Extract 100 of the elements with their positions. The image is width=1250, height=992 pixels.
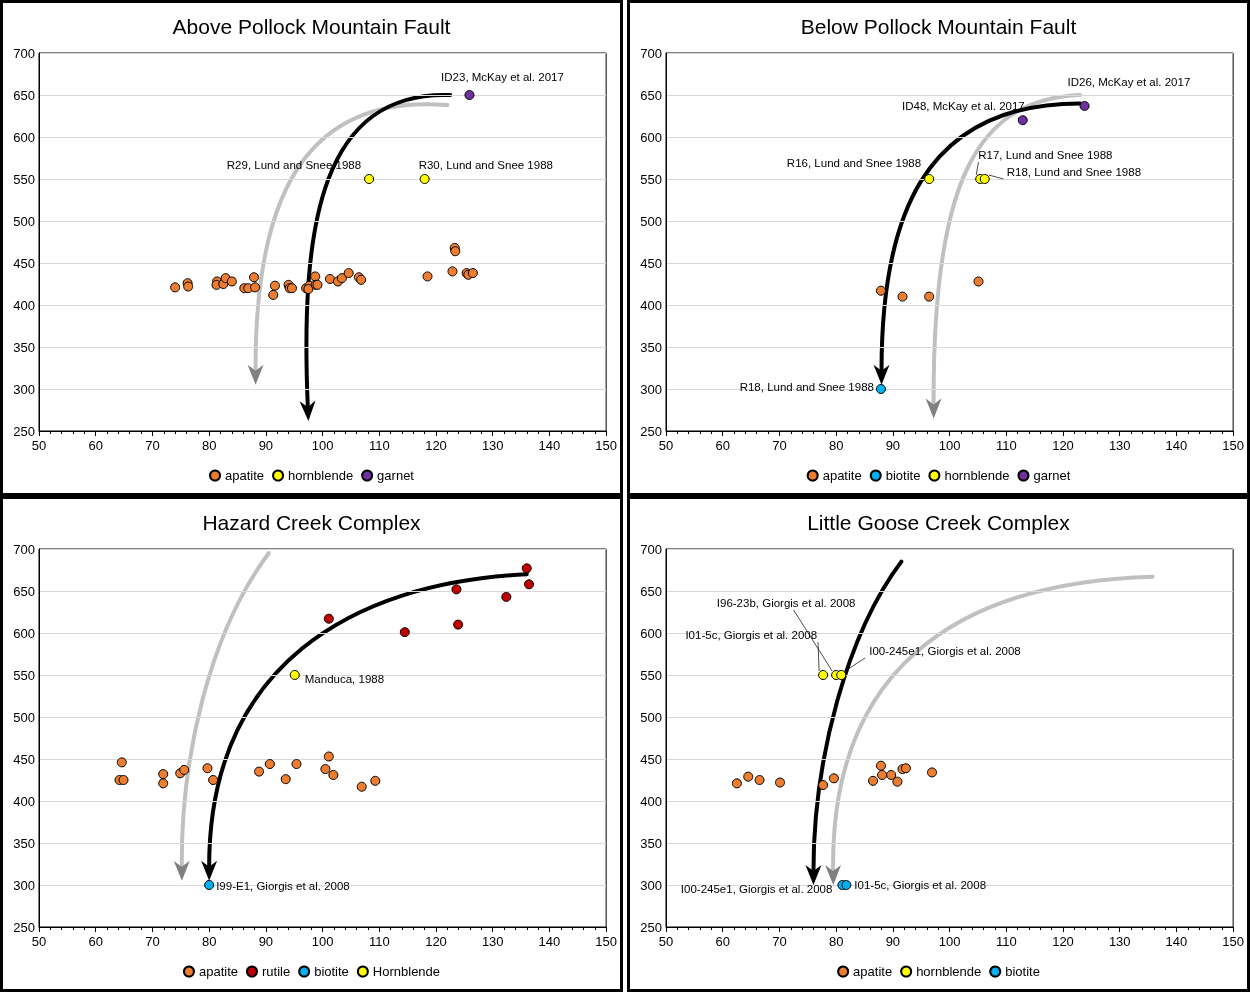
y-tick-label: 650 (640, 87, 662, 103)
y-tick-label: 500 (640, 213, 662, 229)
y-tick-label: 400 (13, 793, 35, 809)
y-tick-label: 650 (13, 583, 35, 599)
x-tick-label: 140 (1165, 438, 1188, 453)
annotation: R18, Lund and Snee 1988 (1006, 166, 1142, 178)
x-tick-label: 110 (995, 934, 1017, 949)
annotation: I00-245e1, Giorgis et al. 2008 (680, 883, 833, 895)
y-tick-label: 600 (13, 129, 35, 145)
legend-label: hornblende (944, 468, 1010, 483)
x-tick-label: 150 (1222, 438, 1245, 453)
x-tick-label: 60 (715, 438, 730, 453)
x-tick-label: 120 (425, 934, 447, 949)
y-tick-label: 700 (640, 541, 662, 557)
x-tick-label: 50 (31, 934, 47, 949)
y-tick-label: 250 (13, 423, 35, 439)
x-tick-label: 110 (995, 438, 1017, 453)
y-tick-label: 250 (13, 919, 35, 935)
legend-label: apatite (225, 468, 265, 483)
annotation: I00-245e1, Giorgis et al. 2008 (869, 645, 1021, 657)
x-tick-label: 100 (311, 438, 334, 453)
y-tick-label: 550 (640, 171, 662, 187)
x-tick-label: 110 (368, 934, 390, 949)
legend-label: apatite (198, 964, 238, 979)
y-tick-label: 650 (13, 87, 35, 103)
y-tick-label: 500 (640, 709, 662, 725)
legend-label: garnet (1033, 468, 1071, 483)
x-tick-label: 120 (1052, 934, 1074, 949)
y-tick-label: 250 (640, 919, 662, 935)
x-tick-label: 130 (1108, 438, 1131, 453)
x-tick-label: 150 (595, 934, 618, 949)
y-tick-label: 300 (640, 877, 662, 893)
legend-label: biotite (885, 468, 921, 483)
chart-title: Above Pollock Mountain Fault (172, 15, 451, 38)
annotation: Manduca, 1988 (304, 673, 385, 685)
legend-label: biotite (1005, 964, 1040, 979)
y-tick-label: 450 (13, 255, 35, 271)
legend-label: hornblende (916, 964, 982, 979)
chart-title: Below Pollock Mountain Fault (800, 15, 1077, 38)
x-tick-label: 130 (1108, 934, 1131, 949)
x-tick-label: 90 (258, 438, 274, 453)
x-tick-label: 80 (201, 934, 217, 949)
annotation: I99-E1, Giorgis et al. 2008 (216, 880, 350, 892)
legend-label: hornblende (288, 468, 354, 483)
y-tick-label: 600 (640, 129, 662, 145)
y-tick-label: 400 (13, 297, 35, 313)
y-tick-label: 350 (640, 835, 662, 851)
x-tick-label: 90 (885, 934, 901, 949)
x-tick-label: 60 (715, 934, 730, 949)
y-tick-label: 250 (640, 423, 662, 439)
chart-title: Hazard Creek Complex (202, 511, 422, 534)
x-tick-label: 100 (938, 934, 961, 949)
y-tick-label: 400 (640, 297, 662, 313)
y-tick-label: 650 (640, 583, 662, 599)
y-tick-label: 350 (13, 835, 35, 851)
legend-label: biotite (314, 964, 349, 979)
x-tick-label: 140 (1165, 934, 1188, 949)
annotation: ID26, McKay et al. 2017 (1067, 75, 1191, 88)
x-tick-label: 120 (1052, 438, 1074, 453)
x-tick-label: 50 (658, 438, 674, 453)
legend-label: apatite (853, 964, 893, 979)
y-tick-label: 350 (13, 339, 35, 355)
y-tick-label: 450 (13, 751, 35, 767)
y-tick-label: 550 (13, 171, 35, 187)
y-tick-label: 550 (640, 667, 662, 683)
y-tick-label: 600 (640, 625, 662, 641)
annotation: R16, Lund and Snee 1988 (786, 157, 922, 169)
annotation: I96-23b, Giorgis et al. 2008 (716, 597, 856, 609)
annotation: R17, Lund and Snee 1988 (978, 149, 1113, 161)
y-tick-label: 300 (640, 381, 662, 397)
y-tick-label: 300 (13, 381, 35, 397)
x-tick-label: 50 (31, 438, 47, 453)
x-tick-label: 120 (425, 438, 447, 453)
legend-label: garnet (377, 468, 415, 483)
y-tick-label: 350 (640, 339, 662, 355)
y-tick-label: 500 (13, 213, 35, 229)
x-tick-label: 80 (201, 438, 217, 453)
x-tick-label: 60 (88, 438, 103, 453)
annotation: ID23, McKay et al. 2017 (441, 71, 564, 83)
x-tick-label: 70 (145, 438, 160, 453)
y-tick-label: 450 (640, 751, 662, 767)
x-tick-label: 100 (311, 934, 334, 949)
x-tick-label: 150 (1222, 934, 1245, 949)
x-tick-label: 80 (828, 934, 844, 949)
annotation: R18, Lund and Snee 1988 (739, 381, 874, 393)
x-tick-label: 80 (828, 438, 844, 453)
annotation: I01-5c, Giorgis et al. 2008 (854, 879, 987, 891)
y-tick-label: 300 (13, 877, 35, 893)
x-tick-label: 140 (538, 934, 561, 949)
x-tick-label: 130 (481, 934, 504, 949)
y-tick-label: 500 (13, 709, 35, 725)
x-tick-label: 100 (938, 438, 961, 453)
x-tick-label: 70 (772, 438, 787, 453)
chart-title: Little Goose Creek Complex (807, 511, 1071, 534)
x-tick-label: 130 (481, 438, 504, 453)
x-tick-label: 60 (88, 934, 103, 949)
y-tick-label: 450 (640, 255, 662, 271)
y-tick-label: 700 (640, 45, 662, 61)
x-tick-label: 140 (538, 438, 561, 453)
y-tick-label: 600 (13, 625, 35, 641)
